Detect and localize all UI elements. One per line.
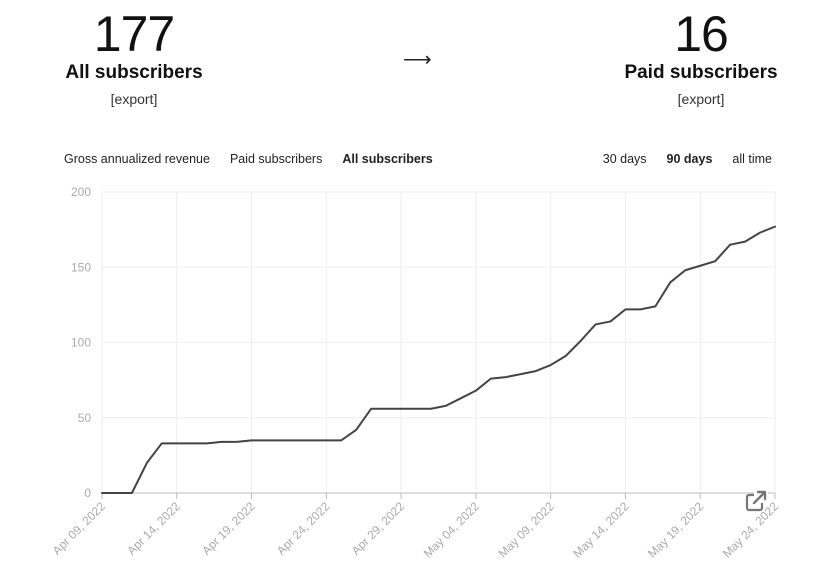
y-tick-label: 200	[71, 185, 91, 199]
series-line-all-subscribers	[101, 225, 776, 494]
all-subscribers-stat: 177 All subscribers [export]	[34, 8, 234, 109]
arrow-icon: ⟶	[403, 49, 432, 71]
tab-30-days[interactable]: 30 days	[602, 152, 647, 166]
tab-all-time[interactable]: all time	[732, 152, 772, 166]
all-subscribers-count: 177	[93, 6, 175, 62]
metric-tabs: Gross annualized revenue Paid subscriber…	[64, 152, 433, 166]
x-tick-label: May 19, 2022	[645, 499, 707, 561]
paid-subscribers-export-link[interactable]: [export]	[677, 91, 725, 107]
x-tick-label: Apr 29, 2022	[349, 499, 408, 558]
external-link-icon[interactable]	[745, 490, 769, 512]
tab-gross-annualized-revenue[interactable]: Gross annualized revenue	[64, 152, 210, 166]
y-tick-label: 150	[71, 260, 91, 274]
x-tick-label: Apr 14, 2022	[124, 499, 183, 558]
tab-90-days[interactable]: 90 days	[666, 152, 713, 166]
y-tick-label: 100	[71, 336, 91, 350]
paid-subscribers-count: 16	[674, 6, 729, 62]
x-tick-label: May 09, 2022	[495, 499, 557, 561]
all-subscribers-export-link[interactable]: [export]	[110, 91, 158, 107]
paid-subscribers-label: Paid subscribers	[624, 62, 778, 83]
paid-subscribers-stat: 16 Paid subscribers [export]	[600, 8, 802, 109]
y-tick-label: 50	[78, 411, 92, 425]
x-tick-label: Apr 24, 2022	[274, 499, 333, 558]
range-tabs: 30 days 90 days all time	[603, 152, 772, 166]
tab-paid-subscribers[interactable]: Paid subscribers	[229, 152, 323, 166]
all-subscribers-label: All subscribers	[65, 62, 203, 83]
subscribers-line-chart: 0 50 100 150 200 Apr 09, 2022 Apr 14, 2022 Apr …	[50, 185, 782, 561]
x-tick-label: Apr 09, 2022	[50, 499, 109, 558]
x-tick-label: Apr 19, 2022	[199, 499, 258, 558]
x-tick-label: May 04, 2022	[421, 499, 483, 561]
tab-all-subscribers[interactable]: All subscribers	[342, 152, 433, 166]
y-tick-label: 0	[84, 486, 91, 500]
x-tick-label: May 14, 2022	[570, 499, 632, 561]
